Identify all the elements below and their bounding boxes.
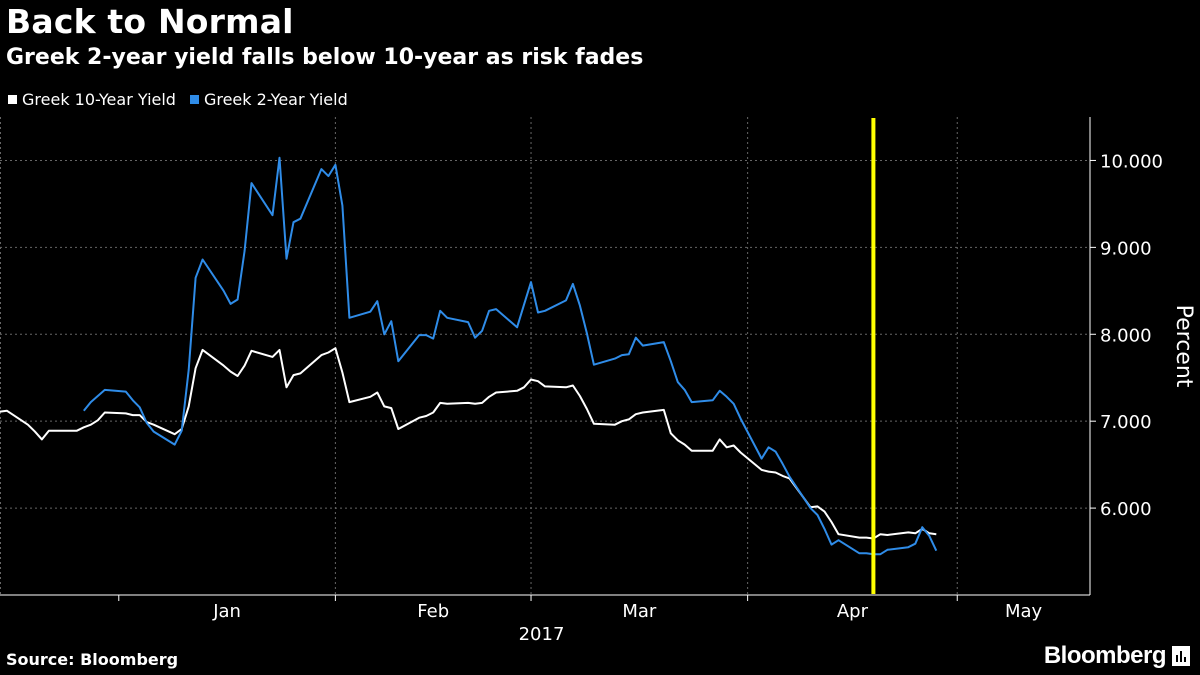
- x-axis-label: 2017: [519, 624, 565, 645]
- legend: Greek 10-Year Yield Greek 2-Year Yield: [8, 90, 362, 109]
- x-tick-label: Mar: [622, 601, 657, 622]
- y-tick-label: 9.000: [1100, 238, 1152, 259]
- x-tick-label: Feb: [417, 601, 449, 622]
- legend-swatch-ten-year: [8, 95, 17, 104]
- series-line-two-year: [83, 156, 938, 556]
- legend-item-two-year: Greek 2-Year Yield: [189, 90, 348, 109]
- chart-title: Back to Normal: [6, 2, 294, 41]
- chart-subtitle: Greek 2-year yield falls below 10-year a…: [6, 45, 644, 70]
- series-line-ten-year: [0, 347, 937, 540]
- legend-swatch-two-year: [189, 95, 199, 104]
- y-axis-label: Percent: [1171, 305, 1196, 388]
- brand-wordmark: Bloomberg: [1043, 642, 1167, 669]
- brand-chart-icon: [1172, 646, 1190, 666]
- legend-label-two-year: Greek 2-Year Yield: [203, 90, 348, 109]
- legend-item-ten-year: Greek 10-Year Yield: [8, 90, 176, 109]
- x-tick-label: Apr: [837, 601, 869, 622]
- y-tick-label: 6.000: [1100, 499, 1152, 520]
- source-note: Source: Bloomberg: [6, 650, 179, 669]
- y-tick-label: 7.000: [1100, 412, 1152, 433]
- brand-logo: Bloomberg: [1044, 642, 1190, 670]
- y-tick-label: 10.000: [1100, 151, 1163, 172]
- x-tick-label: Jan: [212, 601, 241, 622]
- x-tick-label: May: [1005, 601, 1043, 622]
- legend-label-ten-year: Greek 10-Year Yield: [22, 90, 176, 109]
- y-tick-label: 8.000: [1100, 325, 1152, 346]
